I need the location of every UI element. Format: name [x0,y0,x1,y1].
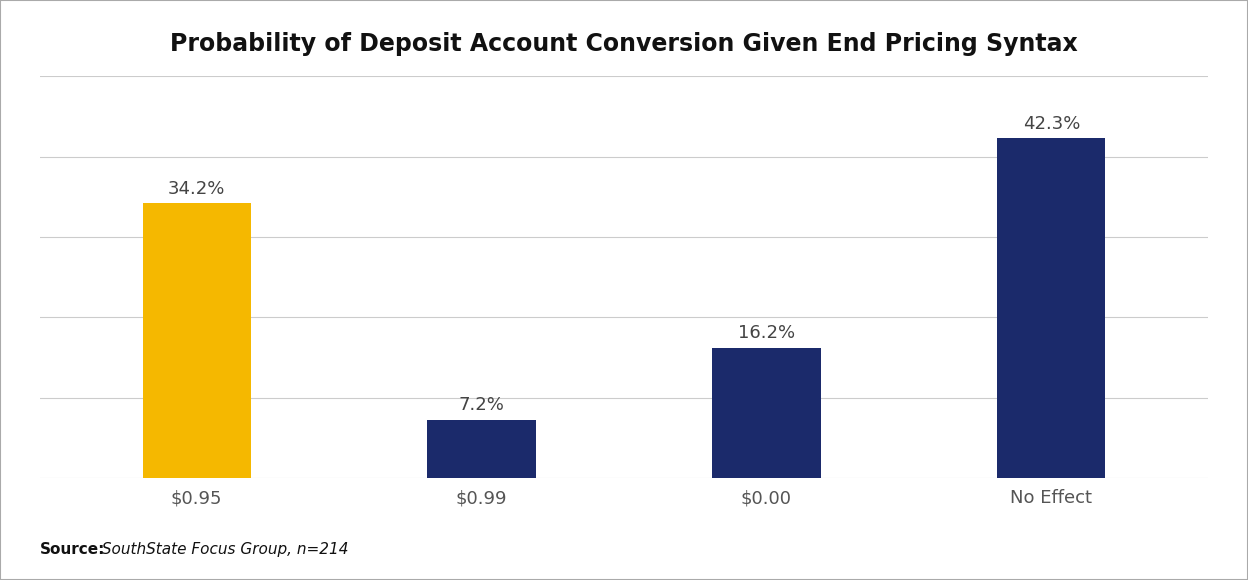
Text: 42.3%: 42.3% [1022,115,1080,133]
Bar [997,138,1106,478]
Bar [142,203,251,478]
Text: 34.2%: 34.2% [168,180,226,198]
Title: Probability of Deposit Account Conversion Given End Pricing Syntax: Probability of Deposit Account Conversio… [170,32,1078,56]
Text: SouthState Focus Group, n=214: SouthState Focus Group, n=214 [97,542,349,557]
Text: Source:: Source: [40,542,105,557]
Bar [427,420,535,478]
Text: 16.2%: 16.2% [738,324,795,342]
Text: 7.2%: 7.2% [458,397,504,415]
Bar [713,348,821,478]
